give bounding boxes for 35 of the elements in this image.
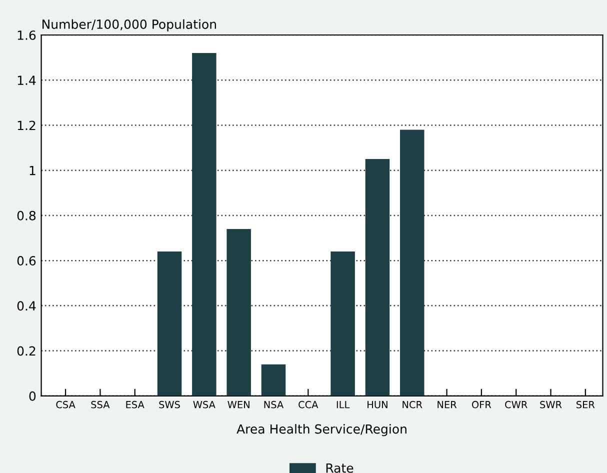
bar <box>400 130 424 396</box>
y-tick-label: 0.6 <box>17 256 36 266</box>
bar <box>226 228 251 396</box>
bar <box>330 252 355 396</box>
x-tick-label: CCA <box>298 400 318 408</box>
y-axis-title: Number/100,000 Population <box>42 19 216 32</box>
y-tick-label: 1.2 <box>18 120 36 130</box>
x-tick-label: ILL <box>336 401 350 408</box>
y-tick-label: 0.2 <box>17 346 36 356</box>
x-tick-label: NSA <box>264 400 284 408</box>
x-tick-label: SWS <box>159 400 180 408</box>
y-tick-label: 0.8 <box>17 210 36 220</box>
y-tick-label: 1.4 <box>18 76 36 85</box>
x-axis-title: Area Health Service/Region <box>236 424 406 436</box>
x-tick-label: HUN <box>368 401 388 408</box>
bar <box>365 159 390 396</box>
x-tick-label: ESA <box>126 400 144 408</box>
x-tick-label: SER <box>576 400 595 408</box>
bar <box>261 364 286 396</box>
x-tick-label: SWR <box>540 400 562 408</box>
y-tick-label: 0.4 <box>17 301 36 311</box>
y-tick-label: 1 <box>30 166 36 176</box>
legend-label: Rate <box>326 463 354 473</box>
y-tick-label: 0 <box>29 391 36 401</box>
bar <box>157 252 182 396</box>
x-tick-label: NER <box>438 401 457 408</box>
bar <box>192 53 216 396</box>
y-tick-label: 1.6 <box>18 30 36 40</box>
x-tick-label: OFR <box>472 400 492 408</box>
x-tick-label: CSA <box>56 400 76 408</box>
x-tick-label: WSA <box>193 400 216 408</box>
x-tick-label: NCR <box>402 400 422 408</box>
x-tick-label: WEN <box>228 401 250 408</box>
x-tick-label: SSA <box>91 400 110 408</box>
x-tick-label: CWR <box>505 400 528 408</box>
